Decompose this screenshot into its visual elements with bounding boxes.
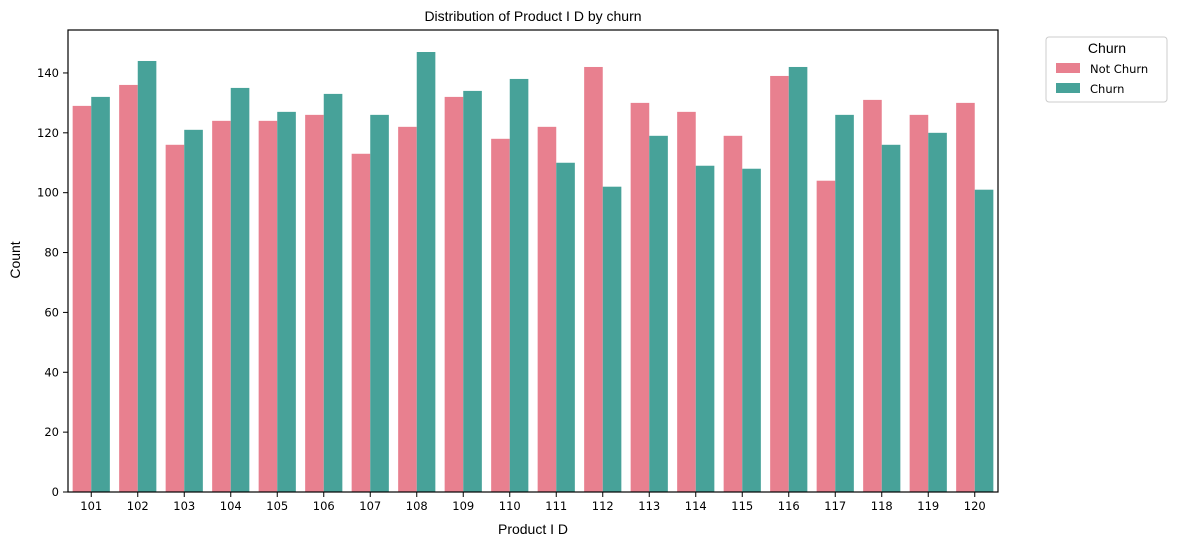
- plot-area: 101 102 103 104 105 106 107 108 109 110 111 112 113 1…: [37, 29, 999, 513]
- bar-not-churn-102: [119, 84, 138, 493]
- bar-churn-117: [835, 114, 854, 493]
- bar-not-churn-119: [909, 114, 929, 493]
- bar-churn-120: [974, 189, 994, 492]
- x-tick-label: 112: [592, 499, 614, 513]
- bar-churn-102: [137, 60, 157, 492]
- bar-churn-114: [695, 165, 715, 493]
- x-tick-label: 114: [685, 499, 707, 513]
- bar-not-churn-103: [165, 144, 185, 493]
- x-axis-title: Product I D: [498, 521, 568, 537]
- x-tick-label: 103: [173, 499, 195, 513]
- x-tick-label: 113: [638, 499, 660, 513]
- bar-not-churn-106: [305, 114, 324, 493]
- bar-not-churn-115: [723, 135, 743, 492]
- x-tick-label: 116: [778, 499, 800, 513]
- x-tick-label: 111: [545, 499, 567, 513]
- x-tick-label: 106: [313, 499, 335, 513]
- y-tick-label: 0: [52, 485, 59, 499]
- bar-churn-113: [649, 135, 668, 492]
- x-tick-label: 101: [80, 499, 102, 513]
- legend-items: Not Churn Churn: [1056, 62, 1148, 96]
- bar-not-churn-105: [258, 120, 278, 492]
- y-tick-label: 100: [37, 186, 59, 200]
- legend-swatch-churn: [1056, 83, 1080, 93]
- y-tick-label: 140: [37, 66, 59, 80]
- bar-churn-104: [230, 87, 250, 493]
- bar-not-churn-111: [537, 126, 557, 492]
- x-tick-label: 107: [359, 499, 381, 513]
- bar-churn-111: [556, 162, 575, 492]
- x-tick-label: 110: [499, 499, 521, 513]
- x-tick-label: 104: [220, 499, 242, 513]
- bar-churn-112: [602, 186, 622, 492]
- x-tick-label: 105: [266, 499, 288, 513]
- plot-frame: [67, 29, 999, 493]
- chart-title: Distribution of Product I D by churn: [424, 8, 641, 24]
- bar-churn-110: [509, 78, 529, 492]
- bar-churn-115: [742, 168, 761, 493]
- y-tick-label: 40: [44, 365, 59, 379]
- legend-label-not-churn: Not Churn: [1090, 62, 1148, 76]
- bar-not-churn-117: [816, 180, 836, 492]
- y-tick-label: 120: [37, 126, 59, 140]
- bar-churn-119: [928, 132, 947, 492]
- legend-title: Churn: [1088, 40, 1126, 56]
- bar-not-churn-101: [72, 105, 92, 492]
- x-tick-label: 119: [917, 499, 939, 513]
- x-tick-label: 120: [964, 499, 986, 513]
- bar-not-churn-112: [584, 66, 603, 492]
- bar-churn-107: [370, 114, 389, 493]
- bar-churn-116: [788, 66, 808, 492]
- bar-churn-103: [184, 129, 203, 492]
- x-tick-label: 108: [406, 499, 428, 513]
- legend-label-churn: Churn: [1090, 82, 1124, 96]
- bar-not-churn-104: [212, 120, 231, 492]
- y-tick-label: 80: [44, 246, 59, 260]
- bar-churn-108: [416, 52, 436, 492]
- bar-churn-118: [881, 144, 901, 493]
- bar-churn-105: [277, 111, 296, 493]
- legend-swatch-not-churn: [1056, 63, 1080, 73]
- x-tick-label: 115: [731, 499, 753, 513]
- x-tick-label: 102: [127, 499, 149, 513]
- bar-not-churn-120: [956, 102, 975, 492]
- y-tick-label: 20: [44, 425, 59, 439]
- bar-churn-106: [323, 93, 343, 493]
- bar-churn-101: [91, 96, 110, 493]
- y-axis-title: Count: [7, 241, 23, 278]
- y-tick-label: 60: [44, 305, 59, 319]
- bar-churn-109: [463, 90, 482, 492]
- bar-not-churn-108: [398, 126, 417, 492]
- x-tick-label: 117: [824, 499, 846, 513]
- bar-not-churn-116: [770, 75, 789, 492]
- bar-not-churn-118: [863, 99, 882, 492]
- bar-not-churn-109: [444, 96, 464, 493]
- bar-not-churn-110: [491, 138, 510, 493]
- bar-not-churn-114: [677, 111, 696, 493]
- legend: Churn Not Churn Churn: [1045, 36, 1168, 103]
- bar-not-churn-113: [630, 102, 650, 492]
- bar-not-churn-107: [351, 153, 371, 492]
- x-tick-label: 118: [871, 499, 893, 513]
- x-tick-label: 109: [452, 499, 474, 513]
